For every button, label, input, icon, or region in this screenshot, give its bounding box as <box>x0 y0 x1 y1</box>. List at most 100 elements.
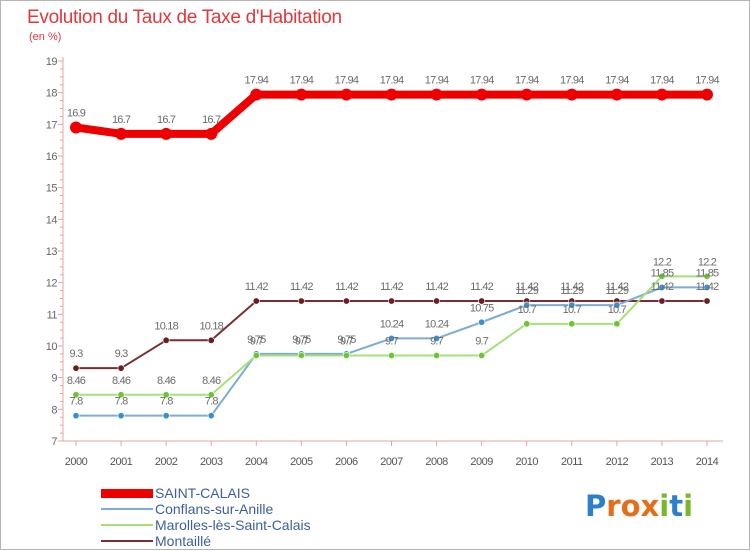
x-tick-label: 2009 <box>470 456 493 468</box>
data-label: 11.85 <box>651 267 674 279</box>
legend-item-conflans-sur-anille: Conflans-sur-Anille <box>101 501 401 517</box>
data-point <box>523 301 531 309</box>
data-point <box>297 297 305 305</box>
y-tick-label: 8 <box>51 404 57 416</box>
legend-swatch <box>101 508 153 510</box>
data-point <box>72 364 80 372</box>
data-label: 12.2 <box>698 256 717 268</box>
data-point <box>205 127 218 140</box>
data-point <box>658 297 666 305</box>
data-point <box>160 127 173 140</box>
data-point <box>342 297 350 305</box>
proxiti-logo: Proxiti <box>585 489 693 523</box>
data-point <box>610 88 623 101</box>
y-tick-label: 15 <box>46 183 58 195</box>
chart-title: Evolution du Taux de Taxe d'Habitation <box>27 7 342 28</box>
chart-subtitle: (en %) <box>29 31 62 43</box>
data-point <box>475 88 488 101</box>
data-label: 17.94 <box>515 75 539 87</box>
data-label: 11.42 <box>335 281 358 293</box>
x-tick-label: 2014 <box>696 456 719 468</box>
data-point <box>70 121 82 134</box>
data-point <box>115 127 128 140</box>
y-tick-label: 17 <box>46 119 58 131</box>
data-point <box>430 88 443 101</box>
x-tick-label: 2000 <box>65 456 88 468</box>
data-label: 9.7 <box>385 336 399 348</box>
data-point <box>613 301 621 309</box>
data-point <box>701 88 713 101</box>
data-label: 9.7 <box>295 336 309 348</box>
data-point <box>523 320 531 328</box>
data-point <box>655 88 668 101</box>
data-label: 17.94 <box>470 75 494 87</box>
data-point <box>478 318 486 326</box>
x-tick-label: 2001 <box>110 456 133 468</box>
data-label: 7.8 <box>205 396 219 408</box>
data-point <box>658 272 666 280</box>
data-label: 11.42 <box>245 281 268 293</box>
logo-letter: r <box>606 489 621 523</box>
x-tick-label: 2012 <box>606 456 629 468</box>
data-label: 17.94 <box>605 75 629 87</box>
data-label: 11.42 <box>560 281 583 293</box>
legend-label: Montaillé <box>155 533 212 549</box>
y-tick-label: 16 <box>46 151 58 163</box>
data-label: 11.42 <box>425 281 448 293</box>
data-point <box>252 351 260 359</box>
data-point <box>295 88 308 101</box>
data-label: 10.18 <box>154 320 178 332</box>
data-point <box>162 412 170 420</box>
data-point <box>565 88 578 101</box>
data-label: 17.94 <box>560 75 584 87</box>
data-point <box>162 336 170 344</box>
data-label: 9.3 <box>115 348 129 360</box>
data-label: 9.7 <box>475 336 489 348</box>
logo-letter: x <box>640 489 660 523</box>
legend-item-saint-calais: SAINT-CALAIS <box>101 485 401 501</box>
y-tick-label: 11 <box>47 309 58 321</box>
data-label: 16.9 <box>67 108 86 120</box>
data-point <box>117 412 125 420</box>
data-label: 8.46 <box>202 375 221 387</box>
data-point <box>520 88 533 101</box>
data-point <box>162 391 170 399</box>
legend-swatch <box>101 524 153 526</box>
data-point <box>613 320 621 328</box>
logo-letter: i <box>659 489 670 523</box>
logo-letter: o <box>620 489 641 523</box>
data-label: 10.18 <box>199 320 223 332</box>
data-label: 17.94 <box>245 75 269 87</box>
y-tick-label: 19 <box>46 56 58 68</box>
data-label: 11.42 <box>651 281 674 293</box>
data-point <box>387 351 395 359</box>
data-label: 9.75 <box>247 334 266 346</box>
data-label: 11.42 <box>696 281 719 293</box>
data-label: 10.24 <box>380 318 404 330</box>
y-tick-label: 7 <box>51 436 57 448</box>
data-point <box>433 297 441 305</box>
data-label: 12.2 <box>653 256 672 268</box>
data-label: 11.29 <box>605 285 628 297</box>
legend-swatch <box>101 489 153 498</box>
data-label: 16.7 <box>157 114 176 126</box>
data-label: 8.46 <box>112 375 131 387</box>
logo-letter: i <box>683 489 694 523</box>
legend-swatch <box>101 540 153 542</box>
legend-label: Conflans-sur-Anille <box>155 501 274 517</box>
data-label: 16.7 <box>112 114 131 126</box>
data-point <box>297 351 305 359</box>
data-label: 10.7 <box>518 304 537 316</box>
data-point <box>568 301 576 309</box>
y-tick-label: 10 <box>46 341 58 353</box>
data-label: 11.42 <box>470 281 493 293</box>
data-point <box>658 283 666 291</box>
x-tick-label: 2002 <box>155 456 178 468</box>
data-point <box>207 391 215 399</box>
data-label: 11.42 <box>290 281 313 293</box>
logo-letter: P <box>585 489 607 523</box>
y-tick-label: 12 <box>46 278 58 290</box>
data-label: 10.7 <box>608 304 627 316</box>
